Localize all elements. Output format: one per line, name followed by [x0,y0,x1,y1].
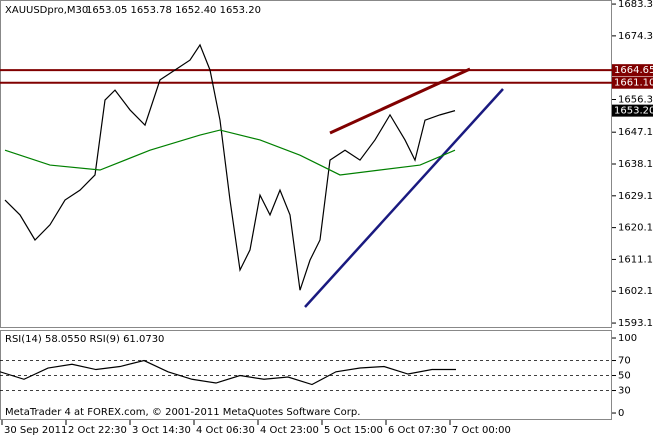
y-tick-label: 1620.10 [618,223,653,234]
y-tick-label: 50 [618,371,631,382]
x-tick-label: 2 Oct 22:30 [68,425,127,436]
rsi-panel [0,330,612,420]
rsi-title: RSI(14) 58.0550 RSI(9) 61.0730 [5,334,164,345]
y-tick-label: 30 [618,386,631,397]
y-tick-label: 1674.35 [618,31,653,42]
footer: MetaTrader 4 at FOREX.com, © 2001-2011 M… [5,407,360,418]
level-label-bg [612,76,653,89]
resistance-trendline [329,67,471,135]
x-tick-label: 5 Oct 15:00 [324,425,383,436]
x-tick-label: 30 Sep 2011 [4,425,67,436]
x-tick-label: 7 Oct 00:00 [452,425,511,436]
series-line [4,129,456,176]
x-tick-label: 6 Oct 07:30 [388,425,447,436]
level-label: 1661.10 [614,78,653,89]
y-tick-label: 1593.10 [618,318,653,329]
y-tick-label: 0 [618,408,624,419]
y-tick-label: 1611.10 [618,254,653,265]
last-price-bg [612,104,653,117]
y-tick-label: 1629.10 [618,191,653,202]
y-tick-label: 1656.35 [618,94,653,105]
series-line [4,43,456,291]
y-tick-label: 100 [618,333,637,344]
y-tick-label: 1638.10 [618,159,653,170]
chart-title: XAUUSDpro,M30 [5,5,88,16]
last-price-label: 1653.20 [614,106,653,117]
level-label-bg [612,64,653,77]
x-tick-label: 4 Oct 23:00 [260,425,319,436]
y-tick-label: 70 [618,356,631,367]
x-tick-label: 4 Oct 06:30 [196,425,255,436]
support-trendline [304,88,504,308]
y-tick-label: 1602.10 [618,286,653,297]
series-line [0,359,457,386]
level-label: 1664.65 [614,65,653,76]
price-panel [0,0,612,328]
ohlc: 1653.05 1653.78 1652.40 1653.20 [86,5,261,16]
x-tick-label: 3 Oct 14:30 [132,425,191,436]
y-tick-label: 1647.10 [618,127,653,138]
y-tick-label: 1683.35 [618,0,653,10]
